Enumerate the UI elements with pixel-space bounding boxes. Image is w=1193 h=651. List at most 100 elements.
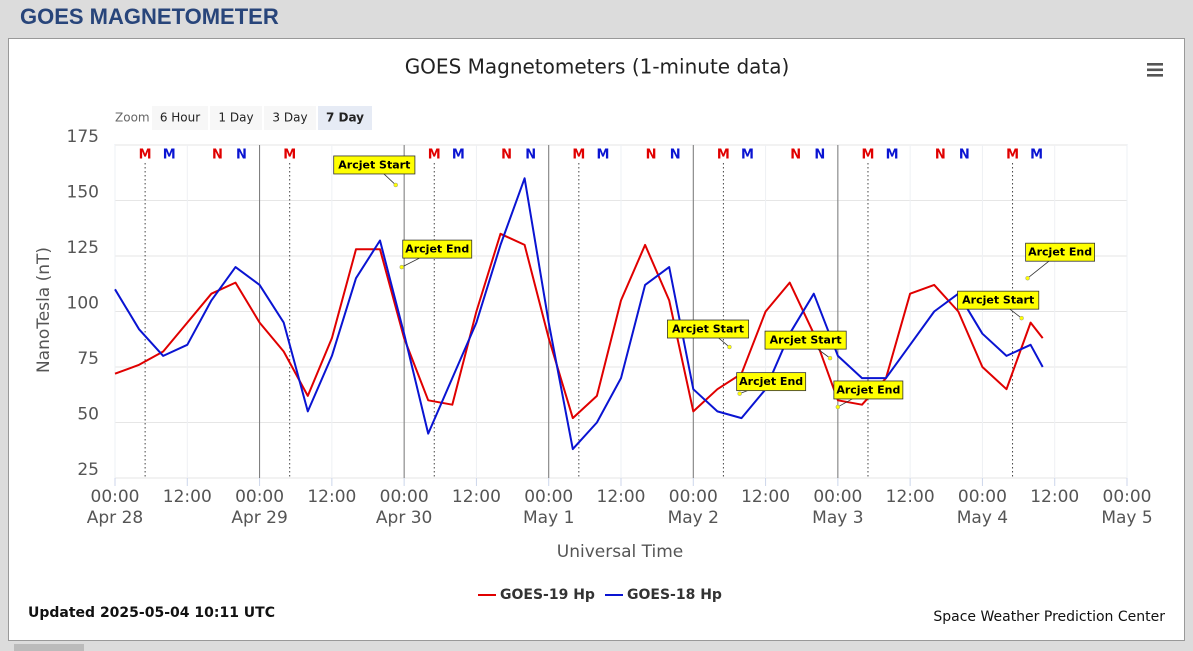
marker-label: N [212,148,223,163]
marker-label: M [139,148,152,163]
annotation-point [1019,315,1024,321]
y-tick-label: 125 [67,238,99,258]
y-tick-label: 25 [77,460,99,480]
zoom-button-label: 6 Hour [160,111,200,125]
y-tick-label: 75 [77,349,99,369]
y-tick-label: 175 [67,127,99,147]
marker-label: M [596,148,609,163]
x-tick-date: May 4 [957,508,1008,528]
chart-title: GOES Magnetometers (1-minute data) [405,55,790,79]
marker-label: N [790,148,801,163]
zoom-button[interactable]: 6 Hour [152,106,208,130]
annotation-label: Arcjet End [1028,246,1092,259]
annotation-box [833,380,904,400]
annotation-box [333,155,416,175]
marker-label: N [959,148,970,163]
x-tick-label: 12:00 [597,487,646,507]
annotation: Arcjet Start [333,155,416,188]
x-tick-label: 12:00 [1030,487,1079,507]
annotation-point [827,355,833,361]
annotation-box [402,239,473,259]
marker-label: M [452,148,465,163]
annotation-label: Arcjet End [739,375,803,388]
zoom-button[interactable]: 1 Day [210,106,262,130]
annotation-box [1025,242,1096,262]
annotation-point [737,391,742,396]
marker-label: N [525,148,536,163]
scrollbar[interactable] [14,644,84,651]
annotation: Arcjet Start [764,330,847,361]
x-tick-date: Apr 28 [87,508,143,528]
legend-label: GOES-18 Hp [627,587,722,603]
annotation-label: Arcjet Start [770,334,842,347]
annotation-point [1025,275,1030,281]
x-tick-label: 00:00 [669,487,718,507]
y-tick-label: 150 [67,183,99,203]
marker-label: M [886,148,899,163]
marker-label: M [1030,148,1043,163]
y-tick-label: 100 [67,294,99,314]
annotation-box [736,372,807,392]
x-tick-date: May 2 [668,508,719,528]
annotation: Arcjet End [1025,242,1096,281]
x-tick-date: May 3 [812,508,863,528]
zoom-button-label: 3 Day [272,111,307,125]
menu-button[interactable] [1147,63,1163,77]
series-line [114,232,1044,420]
annotation-label: Arcjet Start [338,158,410,171]
zoom-button[interactable]: 7 Day [318,106,372,130]
marker-label: M [283,148,296,163]
credit-text: Space Weather Prediction Center [933,609,1165,625]
zoom-button-label: 1 Day [218,111,253,125]
zoom-label: Zoom [115,111,150,125]
x-tick-label: 12:00 [886,487,935,507]
zoom-button-bg [264,106,316,130]
marker-label: M [163,148,176,163]
marker-label: N [814,148,825,163]
x-tick-label: 00:00 [235,487,284,507]
annotation-box [764,330,847,350]
annotation: Arcjet Start [957,290,1040,321]
annotation-point [393,182,398,188]
x-tick-date: Apr 29 [231,508,287,528]
marker-label: M [717,148,730,163]
zoom-button-label: 7 Day [326,111,364,125]
y-axis-title: NanoTesla (nT) [34,247,54,373]
annotation: Arcjet End [736,372,807,396]
series-line [114,177,1044,451]
marker-label: N [935,148,946,163]
annotation-label: Arcjet Start [672,323,744,336]
y-tick-label: 50 [77,405,99,425]
menu-bar [1147,68,1163,72]
x-tick-label: 12:00 [741,487,790,507]
updated-text: Updated 2025-05-04 10:11 UTC [28,605,275,621]
annotation-label: Arcjet End [405,243,469,256]
marker-label: M [572,148,585,163]
zoom-button-bg [152,106,208,130]
marker-label: M [862,148,875,163]
marker-label: N [646,148,657,163]
annotation: Arcjet Start [667,319,750,350]
legend-item[interactable]: GOES-19 Hp [478,587,595,603]
legend-item[interactable]: GOES-18 Hp [605,587,722,603]
marker-label: N [670,148,681,163]
x-tick-label: 00:00 [813,487,862,507]
zoom-button-bg [318,106,372,130]
x-tick-label: 00:00 [524,487,573,507]
marker-label: M [1006,148,1019,163]
annotation-box [957,290,1040,310]
x-tick-label: 00:00 [380,487,429,507]
annotation: Arcjet End [833,380,904,410]
annotation-label: Arcjet End [836,383,900,396]
legend-label: GOES-19 Hp [500,587,595,603]
annotation-point [727,344,732,350]
menu-bar [1147,63,1163,66]
annotation-box [667,319,750,339]
x-tick-label: 12:00 [163,487,212,507]
annotation-label: Arcjet Start [962,294,1034,307]
x-tick-label: 12:00 [452,487,501,507]
marker-label: N [501,148,512,163]
zoom-button[interactable]: 3 Day [264,106,316,130]
x-tick-label: 00:00 [958,487,1007,507]
